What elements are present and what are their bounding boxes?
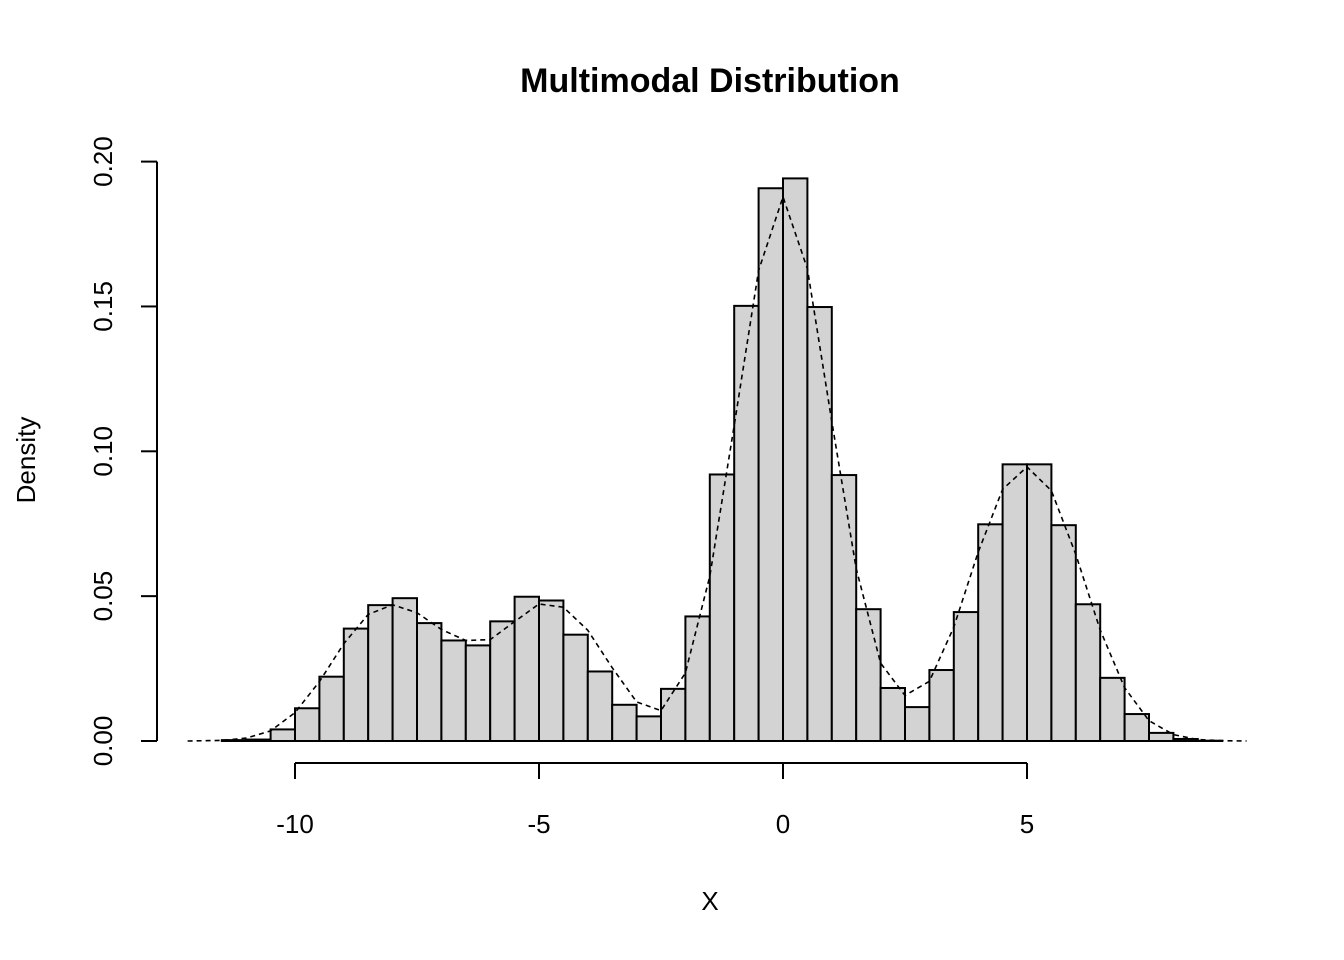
- histogram-bar: [904, 706, 931, 743]
- y-tick-label: 0.00: [88, 716, 118, 767]
- histogram-bar: [952, 611, 980, 742]
- chart-title: Multimodal Distribution: [520, 62, 900, 100]
- histogram-bar: [1074, 603, 1102, 742]
- x-tick-label: -10: [276, 809, 314, 839]
- histogram-bar: [1099, 676, 1126, 742]
- histogram-bar: [318, 675, 345, 742]
- histogram-bar: [928, 669, 955, 742]
- histogram-bar: [538, 599, 565, 742]
- histogram-bar: [1123, 713, 1150, 743]
- y-axis-label: Density: [11, 417, 41, 504]
- histogram-bar: [245, 738, 272, 743]
- histogram-bar: [879, 686, 906, 743]
- histogram-bar: [733, 304, 760, 742]
- histogram-bars: [220, 177, 1224, 743]
- histogram-bar: [855, 608, 882, 743]
- histogram-bar: [830, 474, 858, 742]
- y-tick-label: 0.10: [88, 426, 118, 477]
- histogram-bar: [611, 703, 638, 742]
- histogram-bar: [416, 622, 443, 742]
- histogram-bar: [1148, 731, 1175, 743]
- y-tick-label: 0.15: [88, 281, 118, 332]
- histogram-bar: [489, 620, 516, 742]
- histogram-bar: [342, 627, 370, 742]
- histogram-bar: [367, 604, 394, 742]
- y-axis: 0.00 0.05 0.10 0.15 0.20: [88, 136, 158, 767]
- histogram-bar: [660, 687, 687, 743]
- y-tick-label: 0.05: [88, 571, 118, 622]
- x-tick-label: -5: [527, 809, 550, 839]
- histogram-bar: [464, 644, 492, 742]
- histogram-bar: [977, 523, 1004, 742]
- y-tick-label: 0.20: [88, 136, 118, 187]
- histogram-bar: [1001, 463, 1028, 742]
- histogram-bar: [757, 187, 784, 743]
- x-tick-label: 0: [776, 809, 790, 839]
- histogram-bar: [586, 670, 614, 742]
- x-axis-label: X: [701, 886, 718, 916]
- x-axis: -10 -5 0 5: [276, 762, 1034, 839]
- histogram-bar: [294, 707, 321, 743]
- histogram-bar: [635, 715, 662, 742]
- x-tick-label: 5: [1020, 809, 1034, 839]
- density-curve: [187, 194, 1247, 742]
- histogram-bar: [1050, 524, 1077, 743]
- density-line: [187, 194, 1247, 742]
- histogram-bar: [806, 306, 833, 742]
- histogram-bar: [391, 597, 419, 743]
- histogram-bar: [562, 633, 589, 743]
- histogram-bar: [269, 728, 297, 742]
- histogram-bar: [1026, 463, 1053, 742]
- histogram-bar: [782, 177, 809, 743]
- histogram-bar: [684, 615, 711, 743]
- histogram-bar: [708, 473, 736, 742]
- histogram-bar: [440, 639, 467, 743]
